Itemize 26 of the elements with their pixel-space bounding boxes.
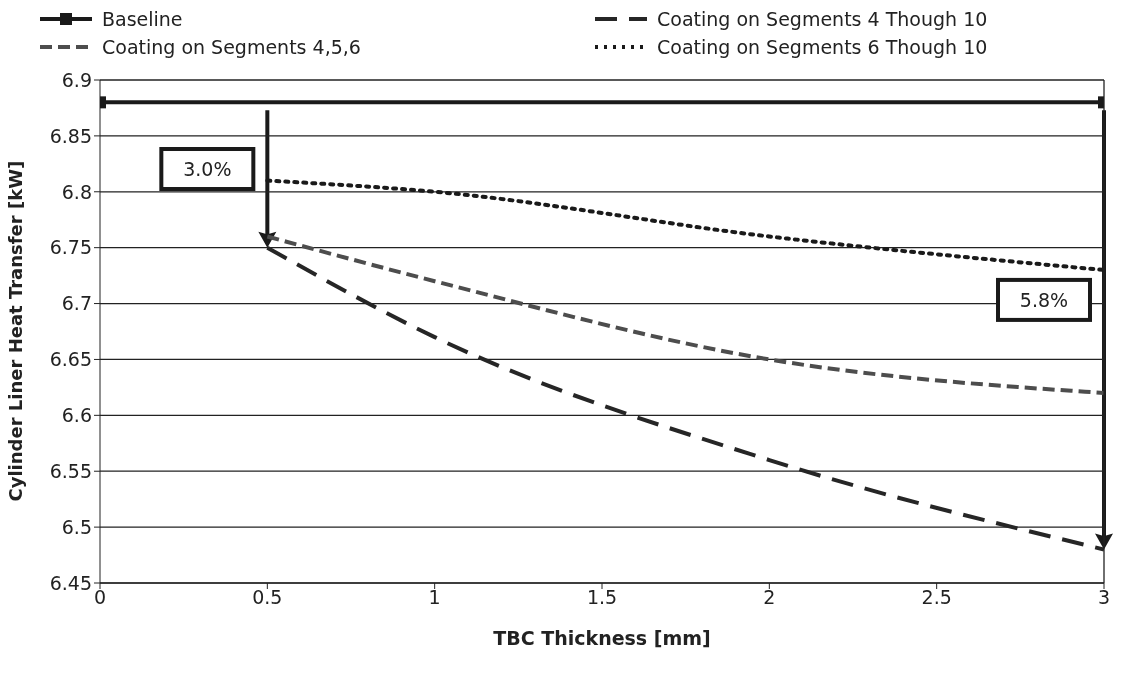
legend-label: Coating on Segments 6 Though 10 xyxy=(657,36,988,58)
legend-label: Coating on Segments 4 Though 10 xyxy=(657,8,988,30)
y-tick-label: 6.8 xyxy=(61,180,92,203)
legend-label: Coating on Segments 4,5,6 xyxy=(102,36,361,58)
legend-label: Baseline xyxy=(102,8,183,30)
y-tick-label: 6.55 xyxy=(49,459,92,482)
x-tick-label: 1 xyxy=(428,586,441,609)
x-tick-label: 2 xyxy=(763,586,776,609)
y-tick-label: 6.9 xyxy=(61,68,92,91)
y-tick-label: 6.75 xyxy=(49,236,92,259)
annotation: 5.8% xyxy=(1019,288,1069,311)
y-tick-label: 6.45 xyxy=(49,571,92,594)
y-tick-label: 6.7 xyxy=(61,292,92,315)
annotation: 3.0% xyxy=(183,158,232,181)
y-tick-label: 6.5 xyxy=(61,515,92,538)
x-tick-label: 3 xyxy=(1097,586,1111,609)
y-axis-title: Cylinder Liner Heat Transfer [kW] xyxy=(5,160,27,502)
y-tick-label: 6.65 xyxy=(49,348,92,371)
x-tick-label: 0 xyxy=(93,586,107,609)
x-axis-title: TBC Thickness [mm] xyxy=(493,627,711,649)
x-tick-label: 1.5 xyxy=(586,586,618,609)
y-tick-label: 6.6 xyxy=(61,404,92,427)
x-tick-label: 0.5 xyxy=(252,586,283,609)
x-tick-label: 2.5 xyxy=(921,586,952,609)
y-tick-label: 6.85 xyxy=(49,124,92,147)
line-series xyxy=(265,234,1104,395)
